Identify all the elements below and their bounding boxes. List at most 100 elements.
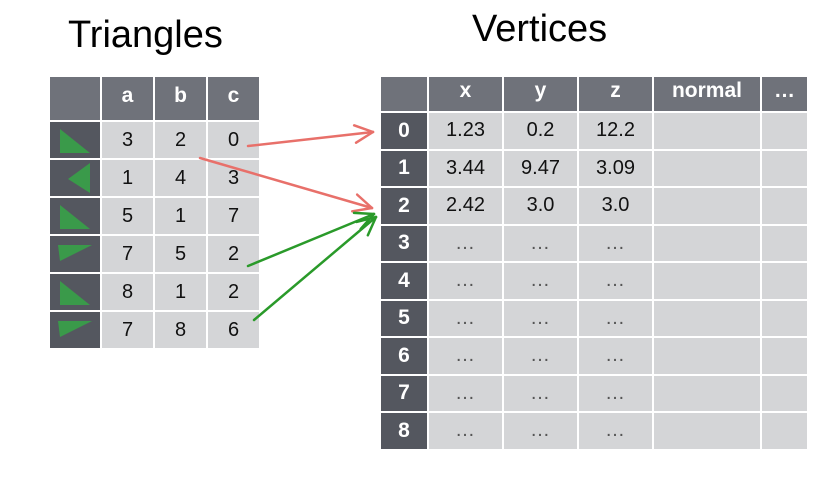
- triangle-c-cell: 7: [208, 198, 261, 236]
- triangle-left-icon: [68, 163, 90, 193]
- vertex-normal-cell: [654, 263, 762, 301]
- vertex-z-cell: …: [579, 225, 654, 263]
- vertex-normal-cell: [654, 113, 762, 151]
- vertex-row: 3………: [381, 225, 809, 263]
- vertex-normal-cell: [654, 150, 762, 188]
- column-header-y: y: [504, 77, 579, 113]
- triangle-c-cell: 0: [208, 122, 261, 160]
- vertices-title: Vertices: [472, 8, 608, 50]
- vertex-index-cell: 4: [381, 263, 429, 301]
- vertex-index-cell: 2: [381, 188, 429, 226]
- vertex-more-cell: [762, 413, 809, 451]
- vertex-y-cell: 0.2: [504, 113, 579, 151]
- vertices-corner-cell: [381, 77, 429, 113]
- triangles-title: Triangles: [68, 14, 223, 56]
- triangle-right-icon: [60, 205, 90, 229]
- vertex-index-cell: 0: [381, 113, 429, 151]
- vertex-index-cell: 5: [381, 300, 429, 338]
- triangles-header-row: a b c: [50, 77, 261, 122]
- triangle-right-icon: [60, 129, 90, 153]
- vertex-index-cell: 7: [381, 375, 429, 413]
- vertex-row: 8………: [381, 413, 809, 451]
- vertex-z-cell: …: [579, 300, 654, 338]
- triangle-b-cell: 4: [155, 160, 208, 198]
- vertex-index-cell: 3: [381, 225, 429, 263]
- vertex-x-cell: …: [429, 338, 504, 376]
- column-header-normal: normal: [654, 77, 762, 113]
- vertex-z-cell: …: [579, 375, 654, 413]
- vertex-y-cell: 3.0: [504, 188, 579, 226]
- vertex-more-cell: [762, 338, 809, 376]
- vertex-row: 4………: [381, 263, 809, 301]
- vertex-x-cell: …: [429, 263, 504, 301]
- column-header-more: …: [762, 77, 809, 113]
- vertex-x-cell: 1.23: [429, 113, 504, 151]
- triangle-a-cell: 7: [102, 312, 155, 350]
- triangle-down-icon: [58, 245, 92, 261]
- column-header-x: x: [429, 77, 504, 113]
- vertex-x-cell: …: [429, 225, 504, 263]
- column-header-b: b: [155, 77, 208, 122]
- triangle-b-cell: 1: [155, 274, 208, 312]
- triangle-icon-cell: [50, 236, 102, 274]
- vertex-z-cell: 3.09: [579, 150, 654, 188]
- vertex-x-cell: 3.44: [429, 150, 504, 188]
- vertex-row: 2 2.42 3.0 3.0: [381, 188, 809, 226]
- triangle-b-cell: 2: [155, 122, 208, 160]
- green-arrow-to-vertex-2-b: [252, 215, 378, 322]
- triangle-a-cell: 5: [102, 198, 155, 236]
- triangle-right-icon: [60, 281, 90, 305]
- triangle-b-cell: 8: [155, 312, 208, 350]
- vertex-normal-cell: [654, 413, 762, 451]
- vertex-z-cell: 12.2: [579, 113, 654, 151]
- vertex-more-cell: [762, 300, 809, 338]
- vertex-x-cell: 2.42: [429, 188, 504, 226]
- green-arrow-to-vertex-2-a: [246, 211, 376, 268]
- vertex-normal-cell: [654, 375, 762, 413]
- vertex-row: 1 3.44 9.47 3.09: [381, 150, 809, 188]
- vertex-z-cell: 3.0: [579, 188, 654, 226]
- triangle-c-cell: 2: [208, 236, 261, 274]
- triangle-icon-cell: [50, 312, 102, 350]
- vertex-z-cell: …: [579, 263, 654, 301]
- vertex-y-cell: …: [504, 225, 579, 263]
- vertex-x-cell: …: [429, 413, 504, 451]
- vertex-y-cell: …: [504, 300, 579, 338]
- vertex-normal-cell: [654, 300, 762, 338]
- triangle-a-cell: 7: [102, 236, 155, 274]
- vertices-table: x y z normal … 0 1.23 0.2 12.2 1 3.44 9.47 3.09…: [381, 77, 809, 451]
- vertex-normal-cell: [654, 225, 762, 263]
- vertex-row: 0 1.23 0.2 12.2: [381, 113, 809, 151]
- vertex-more-cell: [762, 375, 809, 413]
- column-header-c: c: [208, 77, 261, 122]
- column-header-z: z: [579, 77, 654, 113]
- vertex-row: 7………: [381, 375, 809, 413]
- vertex-x-cell: …: [429, 300, 504, 338]
- triangle-a-cell: 1: [102, 160, 155, 198]
- triangle-c-cell: 3: [208, 160, 261, 198]
- triangle-b-cell: 1: [155, 198, 208, 236]
- triangle-icon-cell: [50, 198, 102, 236]
- vertex-y-cell: …: [504, 263, 579, 301]
- vertex-y-cell: …: [504, 338, 579, 376]
- vertex-index-cell: 1: [381, 150, 429, 188]
- red-arrow-to-vertex-0: [246, 124, 375, 148]
- vertex-more-cell: [762, 225, 809, 263]
- triangle-c-cell: 2: [208, 274, 261, 312]
- triangle-b-cell: 5: [155, 236, 208, 274]
- vertex-normal-cell: [654, 188, 762, 226]
- vertex-more-cell: [762, 113, 809, 151]
- vertex-row: 5………: [381, 300, 809, 338]
- vertex-more-cell: [762, 150, 809, 188]
- triangle-c-cell: 6: [208, 312, 261, 350]
- vertex-z-cell: …: [579, 413, 654, 451]
- vertex-index-cell: 8: [381, 413, 429, 451]
- triangles-corner-cell: [50, 77, 102, 122]
- vertex-y-cell: …: [504, 413, 579, 451]
